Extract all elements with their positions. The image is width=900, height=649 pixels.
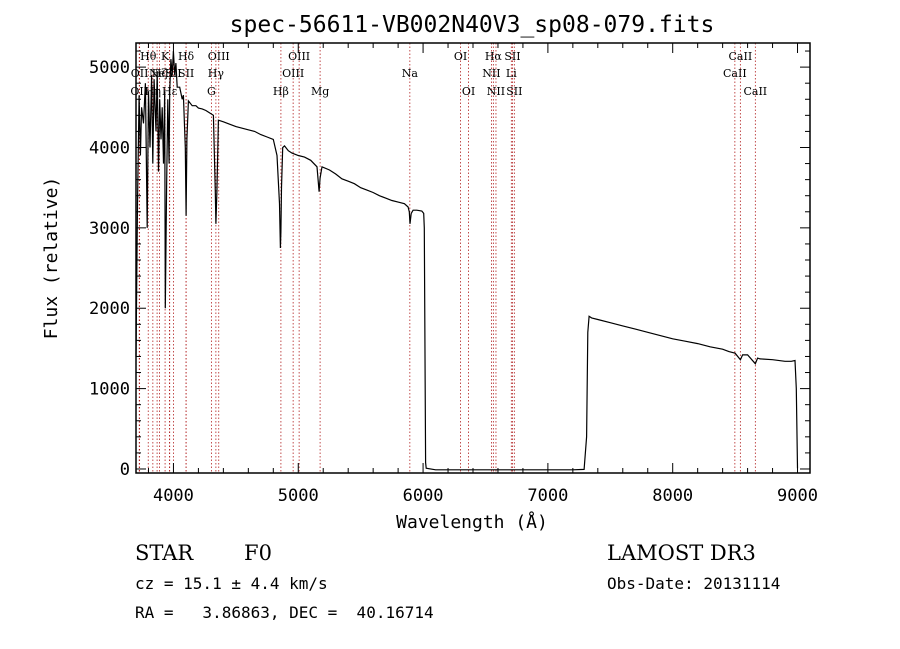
line-label: Mg bbox=[311, 85, 329, 98]
y-tick-label: 1000 bbox=[89, 380, 130, 400]
line-label: SII bbox=[506, 85, 522, 98]
line-label: OIII bbox=[282, 67, 304, 80]
line-label: SII bbox=[165, 67, 181, 80]
line-label: OII bbox=[131, 67, 149, 80]
redshift-text: cz = 15.1 ± 4.4 km/s bbox=[135, 574, 328, 593]
line-label: SII bbox=[504, 50, 520, 63]
y-axis-label: Flux (relative) bbox=[41, 177, 62, 340]
line-label: K bbox=[161, 50, 170, 63]
line-markers bbox=[138, 43, 756, 473]
line-label: SII bbox=[178, 67, 194, 80]
x-axis-ticks: 4000 5000 6000 7000 8000 9000 bbox=[147, 43, 818, 506]
x-tick-label: 5000 bbox=[278, 486, 319, 506]
line-label: OIII bbox=[208, 50, 230, 63]
chart-title: spec-56611-VB002N40V3_sp08-079.fits bbox=[230, 12, 715, 38]
line-label: Na bbox=[402, 67, 419, 80]
line-label: OI bbox=[454, 50, 467, 63]
y-tick-label: 4000 bbox=[89, 138, 130, 158]
y-tick-label: 0 bbox=[120, 460, 130, 480]
line-labels: OIIOIIHθHηNeHζKHHεSIIHδSIIGHγOIIIHβOIIIO… bbox=[130, 50, 767, 98]
line-label: Hθ bbox=[140, 50, 157, 63]
y-tick-label: 5000 bbox=[89, 58, 130, 78]
spectrum-line bbox=[135, 50, 799, 471]
x-tick-label: 4000 bbox=[153, 486, 194, 506]
line-label: Li bbox=[506, 67, 517, 80]
line-label: NII bbox=[487, 85, 505, 98]
plot-frame bbox=[135, 42, 811, 474]
x-tick-label: 6000 bbox=[403, 486, 444, 506]
coordinates-text: RA = 3.86863, DEC = 40.16714 bbox=[135, 603, 434, 622]
obs-date-text: Obs-Date: 20131114 bbox=[607, 574, 780, 593]
x-tick-label: 8000 bbox=[652, 486, 693, 506]
line-label: OI bbox=[462, 85, 475, 98]
x-tick-label: 7000 bbox=[527, 486, 568, 506]
line-label: CaII bbox=[743, 85, 767, 98]
class-label: STAR bbox=[135, 541, 194, 565]
line-label: H bbox=[165, 67, 175, 80]
survey-label: LAMOST DR3 bbox=[607, 541, 756, 565]
line-label: CaII bbox=[729, 50, 753, 63]
x-axis-label: Wavelength (Å) bbox=[396, 511, 548, 533]
line-label: G bbox=[207, 85, 216, 98]
line-label: Hβ bbox=[273, 85, 289, 98]
line-label: Hα bbox=[485, 50, 503, 63]
line-label: CaII bbox=[723, 67, 747, 80]
spectrum-info: STAR F0 LAMOST DR3 cz = 15.1 ± 4.4 km/s … bbox=[135, 541, 780, 622]
line-label: Hη bbox=[145, 85, 161, 98]
x-tick-label: 9000 bbox=[777, 486, 818, 506]
line-label: NII bbox=[482, 67, 500, 80]
line-label: Hγ bbox=[208, 67, 225, 80]
line-label: OII bbox=[130, 85, 148, 98]
y-tick-label: 2000 bbox=[89, 299, 130, 319]
y-axis-ticks: 0 1000 2000 3000 4000 5000 bbox=[89, 50, 810, 480]
line-label: Hζ bbox=[152, 67, 168, 80]
subclass-label: F0 bbox=[244, 541, 272, 565]
line-label: Hδ bbox=[178, 50, 195, 63]
y-tick-label: 3000 bbox=[89, 219, 130, 239]
line-label: OIII bbox=[288, 50, 310, 63]
